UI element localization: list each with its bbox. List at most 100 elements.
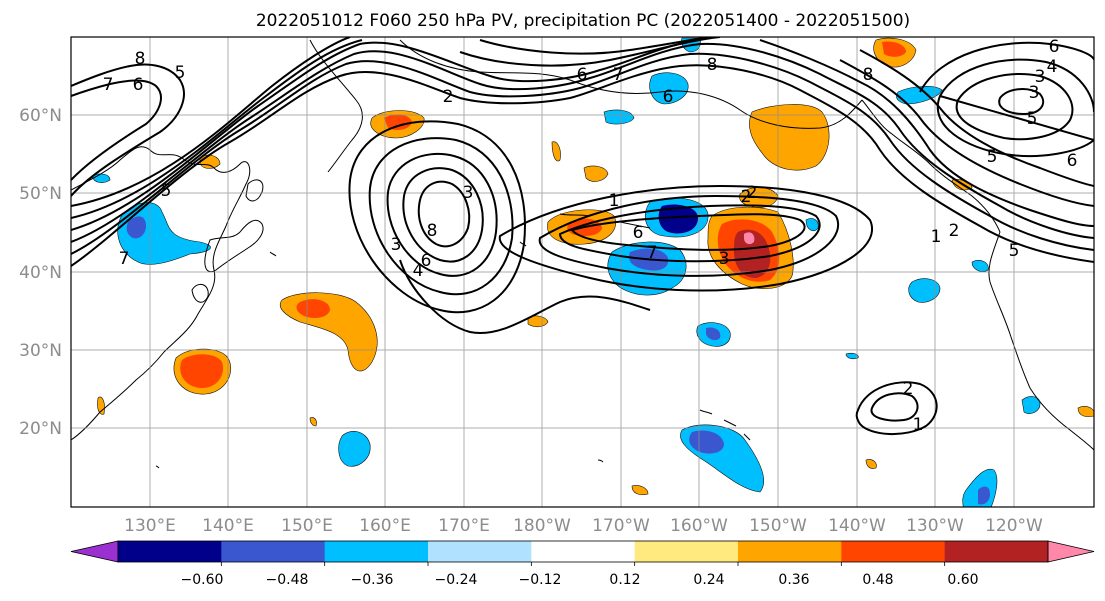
- colorbar-tick-label: −0.12: [519, 572, 562, 588]
- pv-contour-label: 6: [421, 251, 432, 271]
- lon-label: 120°W: [985, 516, 1043, 536]
- pv-contour: [348, 120, 526, 314]
- colorbar-tick-label: 0.24: [693, 572, 724, 588]
- lon-label: 180°W: [513, 516, 571, 536]
- positive-anomaly-area: [749, 104, 830, 171]
- positive-anomaly-area: [180, 354, 224, 388]
- negative-anomaly-area: [978, 486, 990, 505]
- pv-contour-label: 5: [161, 181, 172, 201]
- pv-contour-label: 2: [443, 87, 454, 107]
- colorbar-segment: [531, 541, 636, 562]
- colorbar-tick-label: 0.12: [609, 572, 640, 588]
- coastline-japan: [204, 219, 264, 272]
- map-panel: 8 7 6 5 2 6 7 8 6 4 3 3 5 6 8 6 5 7 3 8 …: [19, 36, 1095, 536]
- positive-anomaly-area: [882, 41, 906, 57]
- colorbar-tick-label: 0.48: [862, 572, 893, 588]
- positive-anomaly-area: [734, 229, 771, 278]
- pv-contour: [386, 152, 498, 277]
- lat-label: 30°N: [19, 341, 62, 361]
- negative-anomaly-area: [971, 260, 989, 272]
- pv-contour: [558, 204, 821, 263]
- positive-anomaly-area: [551, 141, 561, 162]
- colorbar-tick-label: −0.24: [435, 572, 478, 588]
- positive-anomaly-area: [527, 315, 549, 328]
- pv-contour-label: 8: [863, 65, 874, 85]
- lon-label: 160°E: [359, 516, 411, 536]
- coastlines: [71, 39, 1094, 469]
- positive-anomaly-area: [309, 417, 317, 427]
- pv-contour: [402, 167, 484, 263]
- lon-label: 130°W: [906, 516, 964, 536]
- pv-contour: [498, 184, 873, 292]
- pv-contour: [71, 52, 1094, 255]
- pv-contour-label: 5: [987, 147, 998, 167]
- colorbar-segment: [944, 541, 1049, 562]
- lat-label: 50°N: [19, 184, 62, 204]
- pv-contour-label: 3: [463, 183, 474, 203]
- negative-anomaly-area: [603, 109, 635, 125]
- colorbar-segment: [634, 541, 739, 562]
- longitude-labels: 130°E 140°E 150°E 160°E 170°E 180°W 170°…: [124, 516, 1043, 536]
- colorbar-segment: [118, 541, 222, 562]
- pv-contour-label: 8: [427, 221, 438, 241]
- pv-contour: [417, 180, 471, 248]
- pv-contour: [71, 64, 1094, 267]
- colorbar-tick-label: −0.48: [266, 572, 309, 588]
- pv-contour-labels: 8 7 6 5 2 6 7 8 6 4 3 3 5 6 8 6 5 7 3 8 …: [103, 37, 1078, 435]
- lon-label: 170°W: [592, 516, 650, 536]
- pv-contour-label: 1: [931, 227, 942, 247]
- positive-anomaly-area: [1077, 406, 1094, 418]
- colorbar-tick-label: −0.60: [181, 572, 224, 588]
- colorbar-tick-label: −0.36: [351, 572, 394, 588]
- pv-contour: [936, 58, 1094, 157]
- pv-contour-label: 8: [135, 49, 146, 69]
- pv-contour-label: 2: [747, 183, 758, 203]
- negative-anomaly-area: [649, 72, 689, 105]
- negative-anomaly-area: [658, 204, 698, 234]
- pv-contour: [919, 41, 1094, 93]
- colorbar-tick-label: 0.60: [947, 572, 978, 588]
- pv-contour: [71, 37, 1094, 219]
- pv-contour-label: 2: [741, 187, 752, 207]
- pv-contour: [570, 213, 806, 251]
- negative-anomaly-area: [896, 86, 943, 105]
- pv-contour-label: 8: [707, 55, 718, 75]
- pv-contour: [998, 88, 1045, 116]
- pv-contour-label: 6: [577, 65, 588, 85]
- lat-label: 20°N: [19, 419, 62, 439]
- negative-anomaly-area: [689, 430, 724, 454]
- pv-contour-label: 6: [1049, 37, 1060, 57]
- colorbar-segment: [324, 541, 429, 562]
- pv-contour: [368, 137, 514, 296]
- pv-contour-label: 7: [613, 65, 624, 85]
- coastline-japan: [245, 179, 264, 202]
- pv-contour: [71, 42, 1094, 243]
- pv-contour-label: 6: [1067, 151, 1078, 171]
- lon-label: 160°W: [670, 516, 728, 536]
- positive-anomaly-area: [296, 299, 330, 318]
- colorbar-segments: [70, 540, 1095, 563]
- negative-anomaly-area: [908, 278, 941, 303]
- colorbar-tick-label: 0.36: [778, 572, 809, 588]
- colorbar: −0.60 −0.48 −0.36 −0.24 −0.12 0.12 0.24 …: [70, 540, 1095, 588]
- pv-contour-label: 7: [119, 249, 130, 269]
- pv-contour-label: 3: [1029, 83, 1040, 103]
- parallel: [71, 114, 1094, 429]
- gridlines: [71, 37, 1094, 507]
- pv-contour-label: 5: [1009, 241, 1020, 261]
- positive-anomaly-area: [384, 114, 412, 130]
- pv-contour: [399, 259, 651, 334]
- map-frame: [70, 36, 1095, 508]
- colorbar-extend-high: [1047, 540, 1095, 563]
- positive-anomaly-area: [583, 165, 609, 182]
- pv-contour-label: 5: [175, 63, 186, 83]
- negative-anomaly-area: [338, 431, 371, 467]
- negative-anomaly-area: [1021, 396, 1041, 414]
- colorbar-frame: [117, 540, 1049, 563]
- pv-contour: [71, 37, 1094, 207]
- latitude-labels: 60°N 50°N 40°N 30°N 20°N: [19, 106, 62, 439]
- pv-contour-label: 7: [647, 243, 658, 263]
- pv-contour: [870, 392, 919, 422]
- negative-anomaly-area: [805, 218, 819, 232]
- pv-contour-label: 6: [633, 223, 644, 243]
